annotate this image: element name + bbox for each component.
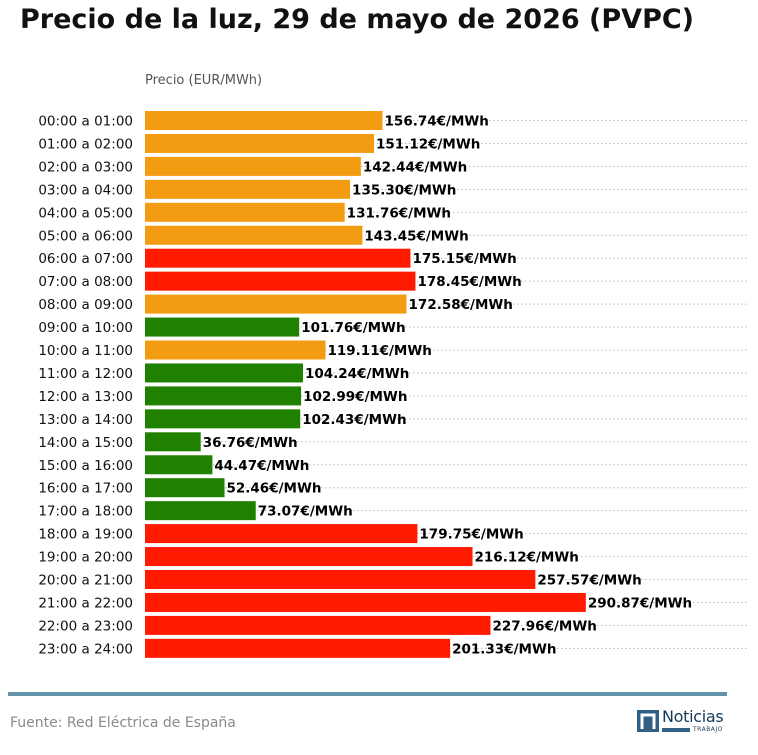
bar: [145, 111, 383, 130]
chart-title: Precio de la luz, 29 de mayo de 2026 (PV…: [20, 4, 695, 35]
y-tick-label: 01:00 a 02:00: [38, 136, 133, 152]
brand-logo[interactable]: Noticias TRABAJO: [637, 707, 732, 734]
bar: [145, 248, 411, 268]
x-axis-label: Precio (EUR/MWh): [145, 73, 263, 88]
y-tick-label: 19:00 a 20:00: [38, 550, 133, 566]
logo-subtitle: TRABAJO: [693, 726, 723, 733]
y-tick-label: 05:00 a 06:00: [38, 228, 133, 244]
y-tick-label: 14:00 a 15:00: [38, 435, 133, 451]
y-tick-label: 12:00 a 13:00: [38, 389, 133, 405]
y-tick-label: 23:00 a 24:00: [38, 641, 133, 657]
bar: [145, 340, 326, 360]
data-label: 151.12€/MWh: [376, 136, 480, 152]
bar: [145, 524, 418, 544]
y-tick-label: 20:00 a 21:00: [38, 573, 133, 589]
data-label: 36.76€/MWh: [203, 435, 298, 451]
y-tick-label: 16:00 a 17:00: [38, 481, 133, 497]
bar: [145, 225, 363, 245]
y-tick-label: 18:00 a 19:00: [38, 527, 133, 543]
data-label: 143.45€/MWh: [364, 228, 468, 244]
y-tick-label: 10:00 a 11:00: [38, 343, 133, 359]
bar: [145, 638, 451, 658]
data-label: 142.44€/MWh: [363, 159, 467, 175]
y-tick-label: 06:00 a 07:00: [38, 251, 133, 267]
y-tick-label: 09:00 a 10:00: [38, 320, 133, 336]
y-tick-label: 21:00 a 22:00: [38, 595, 133, 611]
bar: [145, 592, 586, 612]
data-label: 179.75€/MWh: [419, 527, 523, 543]
bar: [145, 432, 201, 452]
data-label: 175.15€/MWh: [412, 251, 516, 267]
y-tick-label: 15:00 a 16:00: [38, 458, 133, 474]
bar: [145, 294, 407, 314]
data-label: 101.76€/MWh: [301, 320, 405, 336]
data-label: 119.11€/MWh: [328, 343, 432, 359]
data-label: 102.99€/MWh: [303, 389, 407, 405]
bar: [145, 478, 225, 498]
data-label: 104.24€/MWh: [305, 366, 409, 382]
logo-wordmark: Noticias: [662, 707, 724, 726]
y-tick-label: 08:00 a 09:00: [38, 297, 133, 313]
data-label: 201.33€/MWh: [452, 641, 556, 657]
y-tick-label: 07:00 a 08:00: [38, 274, 133, 290]
bar: [145, 363, 303, 383]
data-label: 227.96€/MWh: [492, 618, 596, 634]
y-tick-label: 11:00 a 12:00: [38, 366, 133, 382]
bar: [145, 202, 345, 222]
bar: [145, 547, 473, 567]
data-label: 172.58€/MWh: [409, 297, 513, 313]
bar: [145, 501, 256, 521]
footer-divider: [8, 692, 727, 696]
logo-mark-icon: [637, 710, 659, 732]
data-label: 131.76€/MWh: [347, 205, 451, 221]
data-label: 102.43€/MWh: [302, 412, 406, 428]
data-label: 156.74€/MWh: [385, 114, 489, 130]
y-tick-label: 02:00 a 03:00: [38, 159, 133, 175]
bar: [145, 133, 375, 153]
data-label: 135.30€/MWh: [352, 182, 456, 198]
bar: [145, 570, 536, 589]
data-label: 257.57€/MWh: [537, 573, 641, 589]
bar: [145, 317, 300, 337]
y-tick-label: 03:00 a 04:00: [38, 182, 133, 198]
data-label: 216.12€/MWh: [475, 550, 579, 566]
data-label: 290.87€/MWh: [588, 595, 692, 611]
bar: [145, 386, 302, 406]
logo-underline: [662, 728, 690, 732]
data-label: 52.46€/MWh: [227, 481, 322, 497]
data-label: 178.45€/MWh: [417, 274, 521, 290]
y-tick-label: 17:00 a 18:00: [38, 504, 133, 520]
y-tick-label: 04:00 a 05:00: [38, 205, 133, 221]
source-note: Fuente: Red Eléctrica de España: [10, 715, 236, 731]
data-label: 73.07€/MWh: [258, 504, 353, 520]
y-tick-label: 00:00 a 01:00: [38, 114, 133, 130]
bar: [145, 409, 301, 429]
bar: [145, 271, 416, 291]
data-label: 44.47€/MWh: [214, 458, 309, 474]
bar-chart: 00:00 a 01:00 156.74€/MWh 01:00 a 02:00 151…: [38, 111, 748, 658]
y-tick-label: 22:00 a 23:00: [38, 618, 133, 634]
bar: [145, 455, 213, 475]
bar: [145, 156, 361, 176]
bar: [145, 615, 491, 635]
y-tick-label: 13:00 a 14:00: [38, 412, 133, 428]
bar: [145, 179, 351, 199]
